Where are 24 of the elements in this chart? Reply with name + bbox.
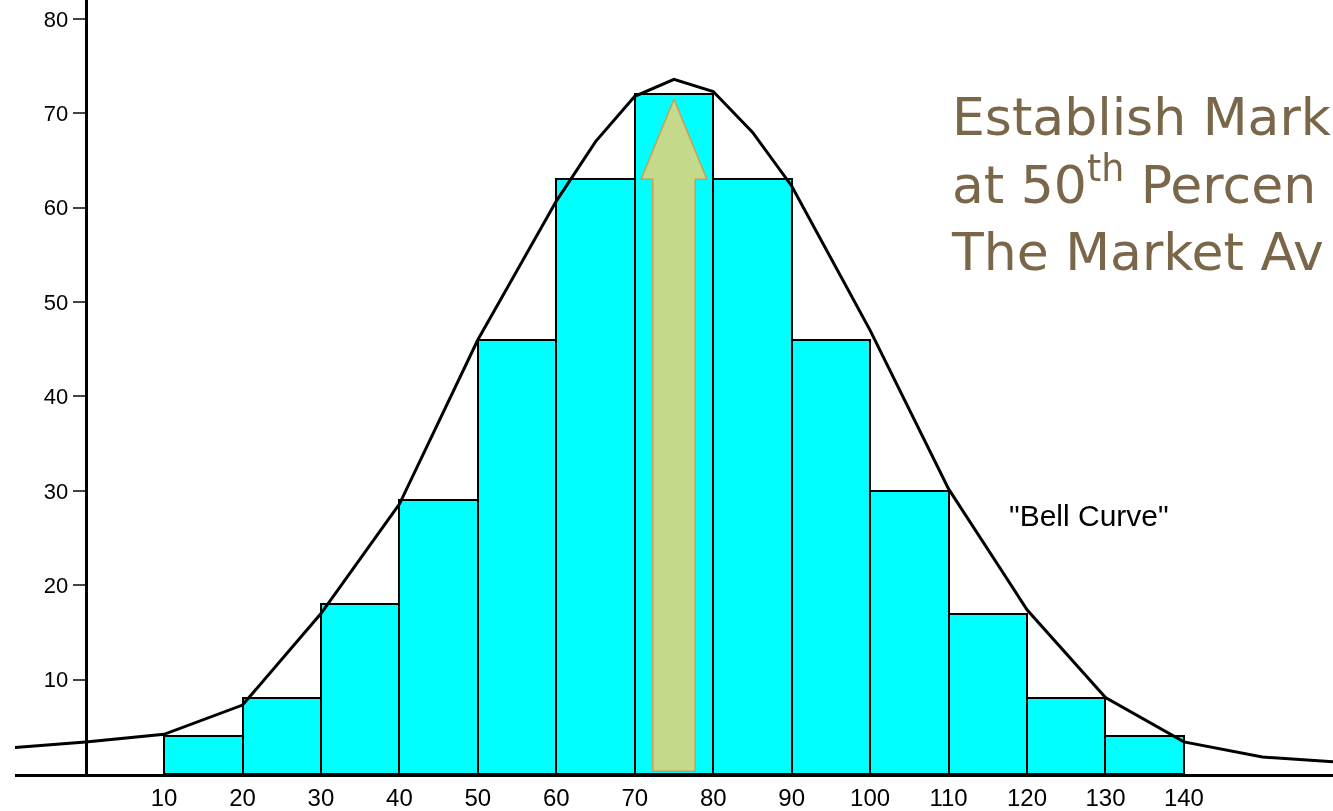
x-tick-label: 110 <box>929 783 968 811</box>
x-tick-label: 60 <box>542 783 570 811</box>
x-tick-label: 140 <box>1163 783 1204 811</box>
x-tick-label: 50 <box>464 783 492 811</box>
y-tick-label: 80 <box>43 6 69 32</box>
x-tick-label: 90 <box>778 783 806 811</box>
y-tick-label: 70 <box>43 100 69 126</box>
y-tick-label: 40 <box>43 384 69 410</box>
y-tick-label: 10 <box>43 667 69 693</box>
y-tick-label: 60 <box>43 195 69 221</box>
x-tick-label: 120 <box>1007 783 1048 811</box>
y-tick-label: 50 <box>43 289 69 315</box>
x-tick-label: 10 <box>150 783 178 811</box>
y-tick-label: 20 <box>43 572 69 598</box>
x-tick-label: 70 <box>621 783 649 811</box>
x-tick-label: 40 <box>386 783 413 811</box>
x-tick-label: 30 <box>307 783 335 811</box>
x-tick-label: 130 <box>1085 783 1126 811</box>
annotation: "Bell Curve" <box>1009 499 1169 532</box>
x-tick-label: 100 <box>850 783 891 811</box>
annotation: Establish Mark at 50$^{th}$ Percen The Market Av <box>951 87 1331 283</box>
y-tick-label: 30 <box>43 478 69 504</box>
x-tick-label: 20 <box>229 783 256 811</box>
x-tick-label: 80 <box>699 783 727 811</box>
